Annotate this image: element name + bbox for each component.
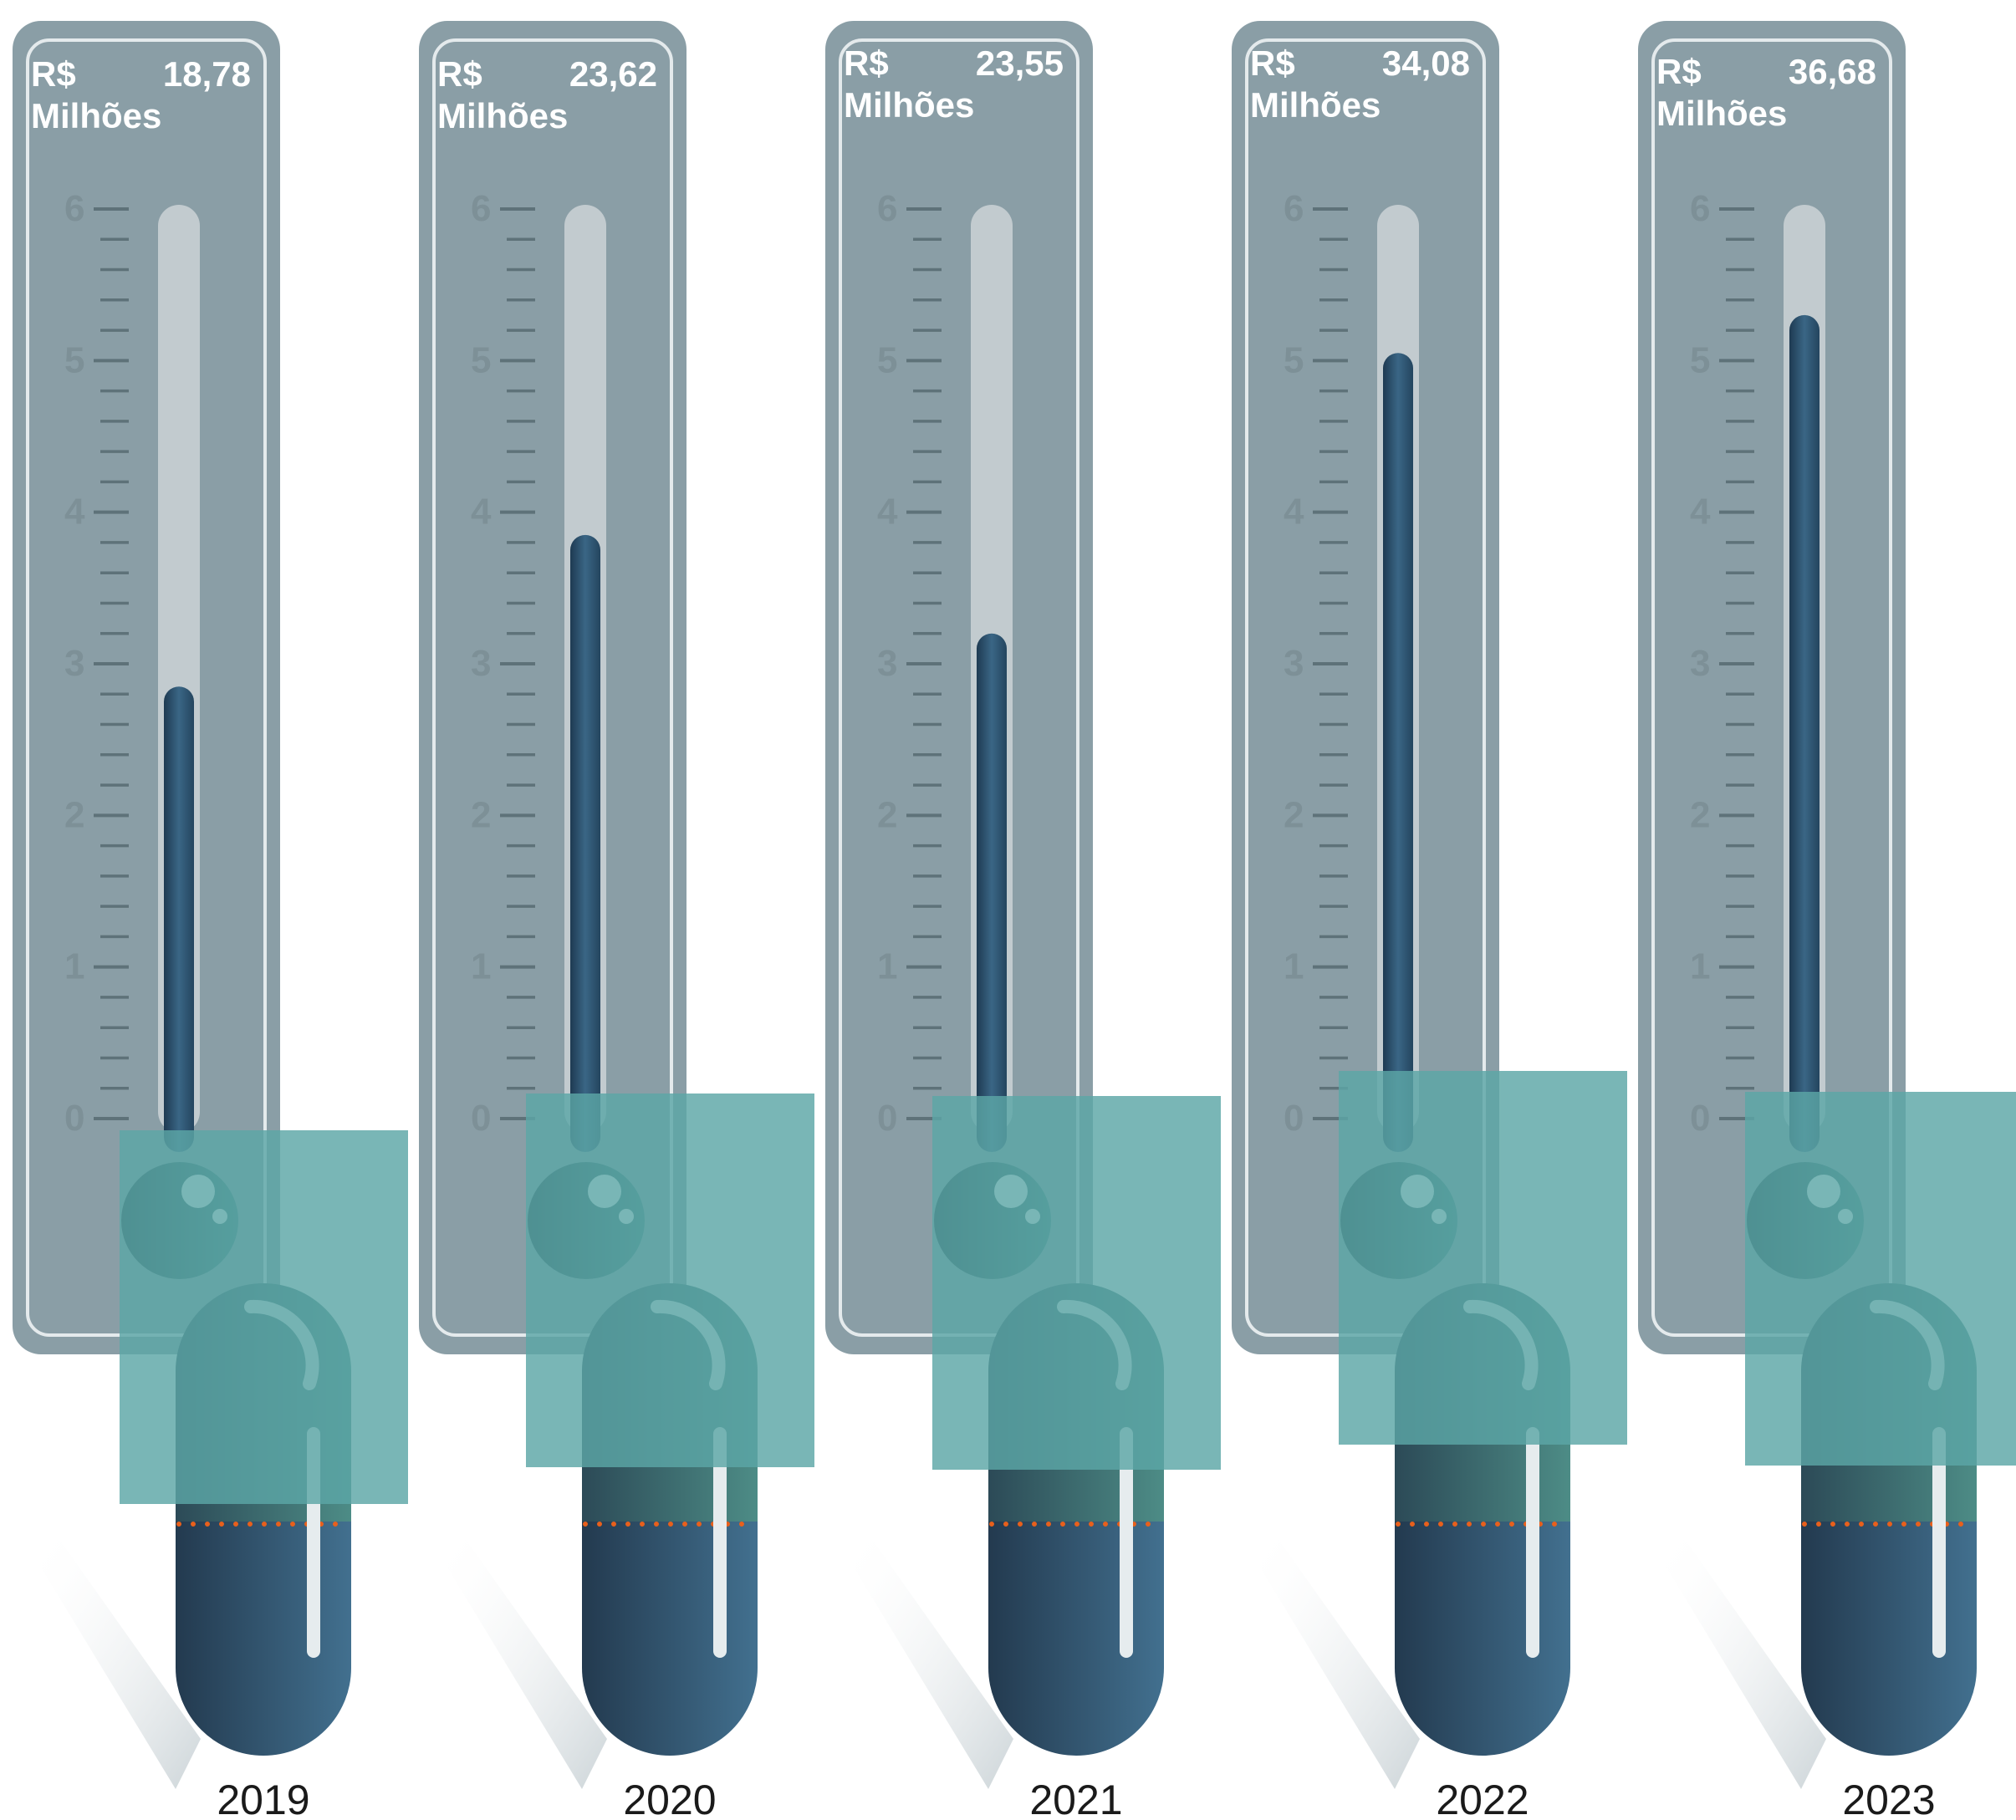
value-amount: 34,08 bbox=[1382, 43, 1470, 83]
y-tick-label: 4 bbox=[471, 492, 492, 533]
y-tick-label: 4 bbox=[1690, 492, 1711, 533]
mercury-bar bbox=[1383, 353, 1413, 1152]
value-amount: 36,68 bbox=[1789, 52, 1876, 91]
y-tick-label: 0 bbox=[471, 1098, 491, 1139]
overlay-square bbox=[1339, 1071, 1627, 1445]
value-unit: Milhões bbox=[31, 96, 161, 135]
y-tick-label: 3 bbox=[1690, 643, 1710, 684]
y-tick-label: 1 bbox=[471, 946, 491, 987]
value-currency: R$ bbox=[1656, 52, 1702, 91]
mercury-bar bbox=[570, 534, 600, 1152]
y-tick-label: 2 bbox=[64, 794, 84, 835]
capsule-shadow bbox=[440, 1538, 607, 1789]
y-tick-label: 3 bbox=[471, 643, 491, 684]
value-amount: 18,78 bbox=[163, 54, 251, 94]
y-tick-label: 4 bbox=[64, 492, 85, 533]
y-tick-label: 5 bbox=[1690, 339, 1710, 380]
value-unit: Milhões bbox=[844, 85, 974, 125]
value-amount: 23,55 bbox=[976, 43, 1064, 83]
thermometer-panel bbox=[1638, 21, 1906, 1354]
overlay-square bbox=[526, 1094, 814, 1467]
x-category-label: 2020 bbox=[623, 1777, 716, 1820]
x-category-label: 2022 bbox=[1436, 1777, 1529, 1820]
thermometer-panel bbox=[825, 21, 1093, 1354]
capsule-bottom bbox=[582, 1522, 758, 1756]
y-tick-label: 5 bbox=[471, 339, 491, 380]
y-tick-label: 4 bbox=[877, 492, 898, 533]
y-tick-label: 5 bbox=[1284, 339, 1304, 380]
value-currency: R$ bbox=[31, 54, 76, 94]
thermometer-panel bbox=[419, 21, 686, 1354]
mercury-bar bbox=[164, 686, 194, 1152]
x-category-label: 2021 bbox=[1029, 1777, 1122, 1820]
overlay-square bbox=[932, 1096, 1221, 1470]
capsule-bottom bbox=[176, 1522, 351, 1756]
value-currency: R$ bbox=[844, 43, 889, 83]
y-tick-label: 0 bbox=[1284, 1098, 1304, 1139]
capsule-shadow bbox=[33, 1538, 201, 1789]
capsule-shadow bbox=[846, 1538, 1013, 1789]
capsule-shadow bbox=[1659, 1538, 1826, 1789]
value-unit: Milhões bbox=[437, 96, 568, 135]
thermometer-panel bbox=[1232, 21, 1499, 1354]
y-tick-label: 1 bbox=[1284, 946, 1304, 987]
y-tick-label: 2 bbox=[877, 794, 897, 835]
value-amount: 23,62 bbox=[569, 54, 657, 94]
y-tick-label: 6 bbox=[877, 188, 897, 229]
y-tick-label: 6 bbox=[1690, 188, 1710, 229]
value-unit: Milhões bbox=[1656, 94, 1787, 133]
thermometer-panel bbox=[13, 21, 280, 1354]
capsule-bottom bbox=[1801, 1522, 1977, 1756]
mercury-bar bbox=[977, 633, 1007, 1152]
x-category-label: 2019 bbox=[217, 1777, 309, 1820]
capsule-bottom bbox=[1395, 1522, 1570, 1756]
y-tick-label: 0 bbox=[64, 1098, 84, 1139]
capsule-shadow bbox=[1253, 1538, 1420, 1789]
y-tick-label: 6 bbox=[1284, 188, 1304, 229]
y-tick-label: 3 bbox=[877, 643, 897, 684]
y-tick-label: 1 bbox=[877, 946, 897, 987]
y-tick-label: 5 bbox=[877, 339, 897, 380]
y-tick-label: 2 bbox=[471, 794, 491, 835]
value-unit: Milhões bbox=[1250, 85, 1381, 125]
y-tick-label: 3 bbox=[64, 643, 84, 684]
y-tick-label: 2 bbox=[1690, 794, 1710, 835]
y-tick-label: 6 bbox=[471, 188, 491, 229]
y-tick-label: 1 bbox=[1690, 946, 1710, 987]
y-tick-label: 0 bbox=[1690, 1098, 1710, 1139]
y-tick-label: 3 bbox=[1284, 643, 1304, 684]
overlay-square bbox=[1745, 1092, 2016, 1466]
y-tick-label: 6 bbox=[64, 188, 84, 229]
y-tick-label: 0 bbox=[877, 1098, 897, 1139]
y-tick-label: 5 bbox=[64, 339, 84, 380]
y-tick-label: 1 bbox=[64, 946, 84, 987]
capsule-bottom bbox=[988, 1522, 1164, 1756]
x-category-label: 2023 bbox=[1842, 1777, 1935, 1820]
value-currency: R$ bbox=[437, 54, 482, 94]
y-tick-label: 2 bbox=[1284, 794, 1304, 835]
y-tick-label: 4 bbox=[1284, 492, 1304, 533]
value-currency: R$ bbox=[1250, 43, 1295, 83]
overlay-square bbox=[120, 1130, 408, 1504]
mercury-bar bbox=[1789, 314, 1820, 1152]
